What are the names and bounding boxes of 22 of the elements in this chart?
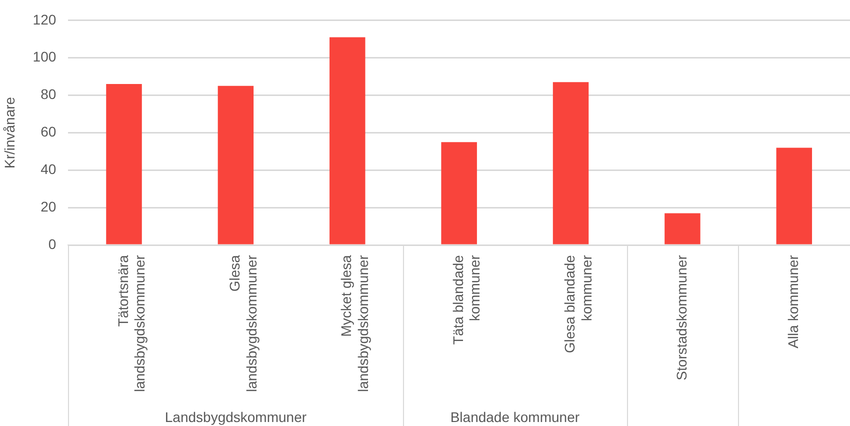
- bar: [441, 142, 477, 244]
- y-tick-label: 120: [32, 11, 56, 28]
- y-tick-label: 60: [40, 124, 56, 140]
- y-tick-label: 80: [40, 86, 56, 102]
- y-axis-title: Kr/invånare: [1, 96, 18, 169]
- y-tick-label: 0: [48, 236, 56, 252]
- x-tick-label: Täta blandade kommuner: [450, 254, 483, 345]
- bar: [330, 37, 366, 244]
- bar: [218, 86, 254, 244]
- bar: [664, 213, 700, 244]
- y-tick-label: 20: [40, 198, 56, 214]
- x-tick-label: Storstadskommuner: [673, 254, 690, 380]
- text: Landsbygdskommuner: [164, 408, 307, 425]
- bar: [106, 84, 142, 244]
- bar: [776, 148, 812, 244]
- x-tick-label: Alla kommuner: [785, 254, 802, 348]
- x-tick-label: Glesa blandade kommuner: [562, 254, 594, 354]
- bar: [552, 82, 589, 244]
- y-tick-label: 40: [40, 161, 56, 178]
- text: Blandade kommuner: [450, 408, 580, 425]
- y-tick-label: 100: [32, 48, 56, 65]
- x-tick-label: Tätortsnära landsbygdskommuner: [114, 254, 148, 392]
